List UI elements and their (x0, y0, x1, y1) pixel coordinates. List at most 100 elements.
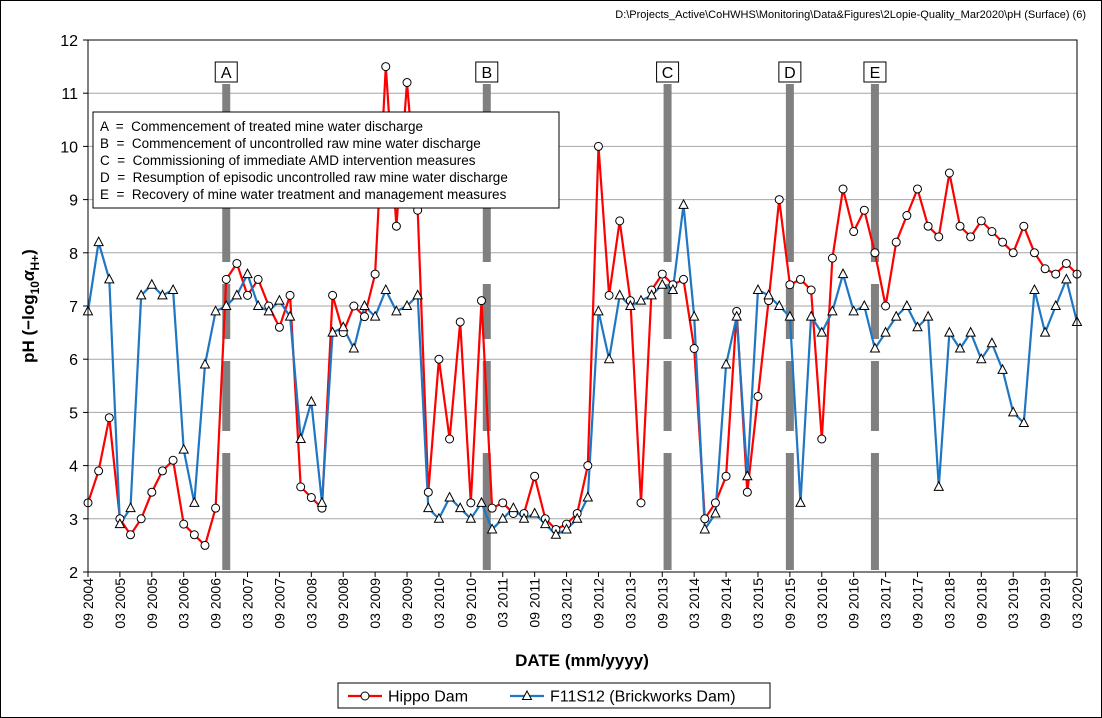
x-tick-label: 03 2010 (431, 578, 447, 629)
data-point (285, 290, 295, 300)
data-point (200, 540, 210, 550)
data-point (423, 487, 433, 497)
event-label-box (863, 61, 887, 83)
data-point (221, 274, 231, 284)
data-point (667, 283, 679, 295)
data-point (337, 321, 349, 332)
data-point (231, 289, 243, 300)
data-point (434, 354, 444, 364)
legend-marker (521, 689, 533, 700)
event-label-box (475, 61, 499, 83)
y-axis-label-part: pH (−log (19, 294, 38, 362)
data-point (923, 221, 933, 231)
data-point (253, 274, 263, 284)
x-tick-label: 03 2015 (750, 578, 766, 629)
x-tick-label: 03 2020 (1069, 578, 1085, 629)
data-point (742, 470, 753, 481)
x-tick-label: 03 2013 (622, 578, 638, 629)
data-point (583, 461, 593, 471)
data-point (157, 289, 168, 300)
data-point (933, 480, 945, 491)
data-point (412, 289, 423, 300)
data-point (1040, 264, 1050, 274)
data-point (679, 274, 689, 284)
data-point (582, 491, 594, 502)
data-point (1018, 416, 1030, 428)
data-point (604, 290, 614, 300)
data-point (465, 512, 477, 523)
x-tick-label: 09 2017 (909, 578, 925, 629)
data-point (1061, 273, 1072, 284)
event-label: E (870, 65, 881, 82)
data-point (848, 305, 860, 316)
y-tick-label: 12 (60, 33, 78, 50)
data-point (348, 342, 360, 353)
data-point (274, 322, 284, 332)
data-point (126, 530, 136, 540)
data-point (838, 184, 848, 194)
legend-marker (360, 691, 370, 701)
y-tick-label: 9 (69, 193, 78, 210)
data-point (167, 283, 179, 295)
y-axis-label-part: 10 (28, 281, 42, 295)
data-point (976, 216, 986, 226)
data-point (774, 195, 784, 205)
x-axis-label: DATE (mm/yyyy) (515, 651, 649, 670)
data-point (805, 310, 817, 321)
x-tick-label: 03 2011 (495, 578, 511, 628)
data-point (476, 296, 486, 306)
data-point (210, 305, 221, 316)
data-point (125, 502, 136, 513)
data-point (837, 268, 849, 279)
data-point (955, 221, 965, 231)
data-point (890, 310, 902, 321)
data-point (529, 507, 540, 518)
data-point (147, 487, 157, 497)
x-tick-label: 09 2019 (1037, 578, 1053, 629)
x-tick-label: 09 2005 (144, 578, 160, 629)
data-point (657, 269, 667, 279)
data-point (1019, 221, 1029, 231)
y-axis-label: pH (−log10αH+) (19, 249, 42, 363)
data-point (381, 62, 391, 72)
y-tick-label: 2 (69, 565, 78, 582)
data-point (263, 305, 275, 316)
data-point (146, 278, 158, 289)
data-point (796, 274, 806, 284)
data-point (1008, 248, 1018, 258)
data-point (1029, 283, 1040, 295)
data-point (965, 326, 976, 337)
data-point (742, 487, 752, 497)
plot-border (87, 39, 1078, 573)
data-point (274, 294, 285, 305)
x-tick-label: 03 2006 (176, 578, 192, 629)
event-label-box (778, 61, 802, 83)
data-point (135, 289, 147, 300)
data-point (445, 434, 455, 444)
x-tick-label: 03 2012 (559, 578, 575, 629)
data-point (243, 290, 253, 300)
data-point (370, 269, 380, 279)
data-point (1039, 326, 1051, 337)
data-point (455, 317, 465, 327)
data-point (731, 310, 743, 321)
data-point (1029, 248, 1039, 258)
data-point (466, 498, 476, 508)
data-point (636, 498, 646, 508)
y-tick-label: 3 (69, 512, 78, 529)
data-point (975, 353, 987, 364)
data-point (189, 496, 200, 507)
data-point (284, 310, 296, 321)
data-point (422, 502, 434, 513)
data-point (593, 305, 604, 316)
data-point (997, 363, 1008, 374)
data-point (380, 283, 392, 295)
data-point (508, 502, 519, 513)
event-label: C (662, 65, 674, 82)
data-point (881, 301, 891, 311)
legend-label: Hippo Dam (388, 689, 468, 706)
data-point (880, 326, 891, 337)
data-point (539, 518, 551, 529)
y-tick-label: 10 (60, 139, 78, 156)
